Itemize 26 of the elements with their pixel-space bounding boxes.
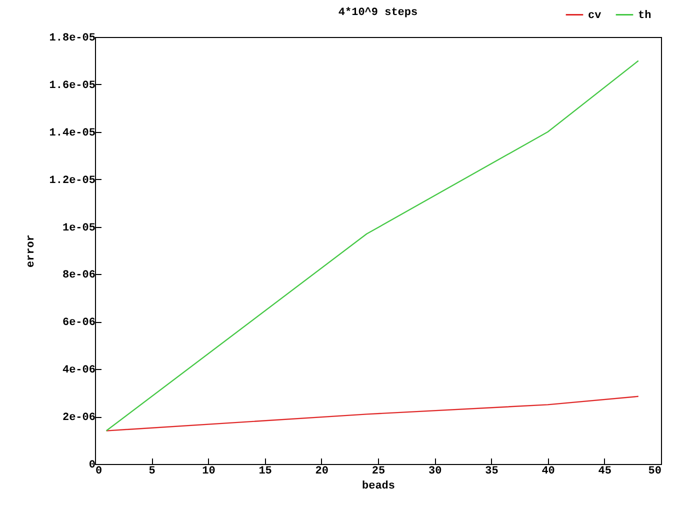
x-tick-label: 40 [542,466,555,478]
y-tick-label: 4e-06 [62,364,96,377]
x-tick-label: 50 [648,466,662,478]
x-tick-label: 25 [372,466,386,478]
x-tick-label: 5 [148,466,156,478]
y-tick-label: 1.2e-05 [49,174,96,187]
y-tick-label: 1e-05 [62,222,96,234]
x-tick-label: 20 [315,466,328,478]
y-tick-label: 1.8e-05 [49,32,96,44]
x-tick-label: 15 [258,466,272,478]
y-tick-label: 1.6e-05 [49,80,96,92]
y-tick-label: 6e-06 [62,317,96,330]
y-axis-title: error [25,234,38,268]
line-series [106,396,639,432]
line-series [106,60,639,432]
legend-label: cv [588,10,602,22]
x-tick-label: 10 [202,466,216,478]
chart-title: 4*10^9 steps [338,7,418,19]
y-tick-label: 1.4e-05 [49,127,96,140]
x-tick-label: 35 [485,466,499,478]
x-tick-label: 30 [428,466,442,478]
y-tick-label: 8e-06 [62,270,96,282]
y-tick-label: 2e-06 [62,412,96,424]
x-tick-label: 45 [598,466,612,478]
legend-label: th [638,10,652,22]
x-axis-title: beads [362,480,396,492]
